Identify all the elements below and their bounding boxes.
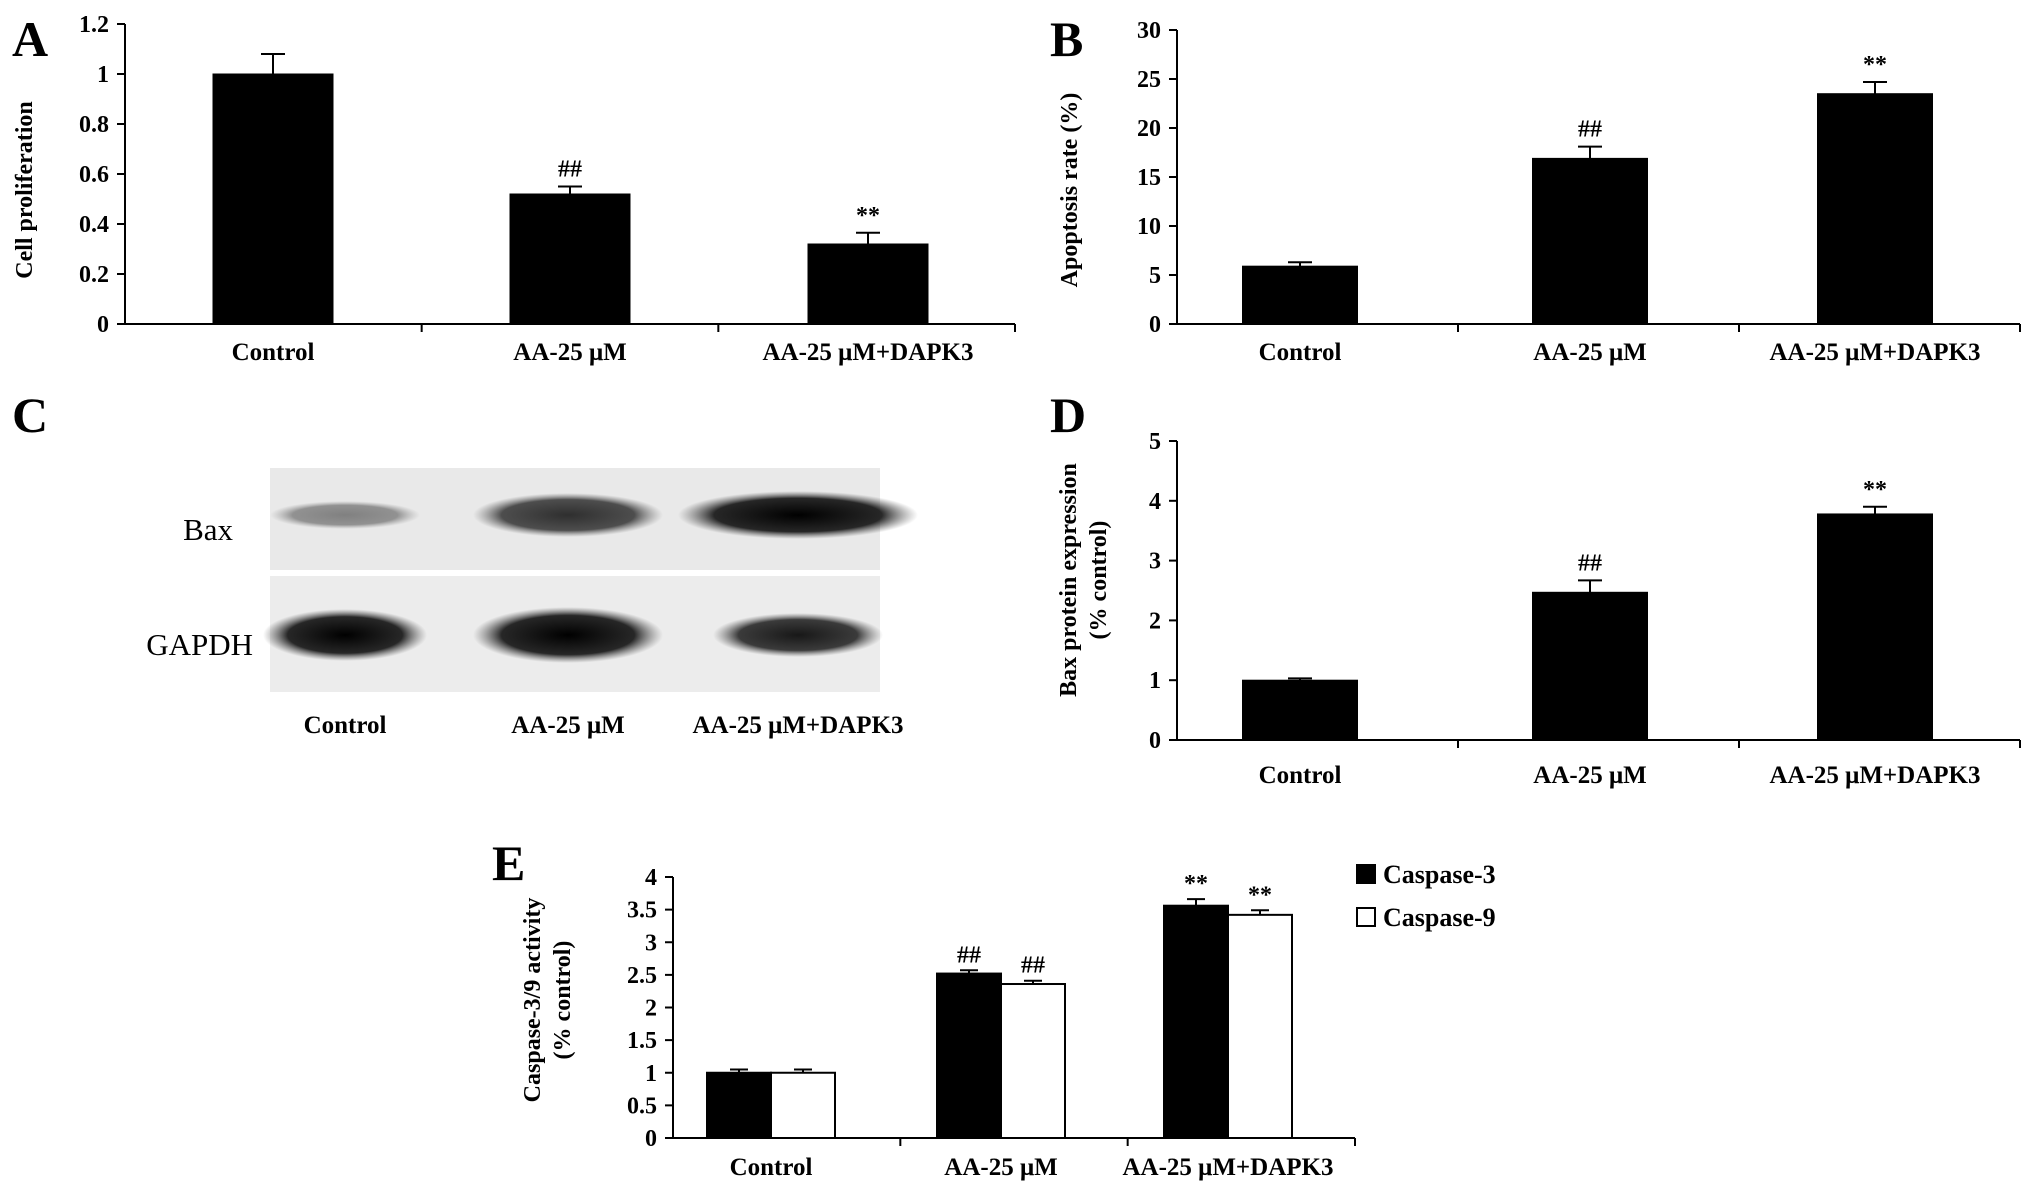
y-tick-label: 4 bbox=[645, 865, 657, 891]
significance-label: ## bbox=[1021, 953, 1045, 979]
y-tick-label: 1 bbox=[645, 1061, 657, 1087]
bar bbox=[1532, 157, 1648, 325]
legend-label: Caspase-3 bbox=[1383, 860, 1496, 889]
bar-caspase-3 bbox=[1163, 904, 1229, 1140]
y-axis-label-line-2: (% control) bbox=[1086, 521, 1112, 640]
bar bbox=[212, 73, 334, 325]
bar bbox=[1532, 591, 1648, 741]
x-tick-label: AA-25 μM+DAPK3 bbox=[1769, 339, 1980, 366]
y-tick-label: 1 bbox=[1149, 668, 1161, 694]
blot-lane-label-control: Control bbox=[304, 712, 387, 739]
blot-row-label-gapdh: GAPDH bbox=[146, 627, 253, 662]
y-tick-label: 5 bbox=[1149, 429, 1161, 455]
bar-caspase-9 bbox=[1227, 913, 1293, 1139]
blot-band-gapdh bbox=[473, 607, 663, 663]
y-tick-label: 0 bbox=[1149, 728, 1161, 754]
panel-letter-e: E bbox=[492, 835, 525, 891]
significance-label: ## bbox=[1578, 117, 1602, 143]
panel-b-chart: B Apoptosis rate (%) 0 5 10 15 20 25 30 Control… bbox=[1050, 11, 2021, 366]
panel-letter-a: A bbox=[12, 11, 48, 67]
blot-band-bax bbox=[270, 501, 420, 529]
panel-letter-d: D bbox=[1050, 387, 1086, 443]
blot-band-bax bbox=[678, 491, 918, 539]
y-axis-label: Cell proliferation bbox=[12, 101, 38, 279]
panel-c-western-blot: C Bax GAPDH Control AA-25 μM AA-25 μM+DA… bbox=[12, 387, 918, 739]
bar-caspase-9 bbox=[770, 1071, 836, 1139]
y-tick-label: 10 bbox=[1137, 214, 1161, 240]
x-tick-label: AA-25 μM bbox=[1533, 339, 1646, 366]
bar-caspase-3 bbox=[706, 1071, 772, 1139]
significance-label: ## bbox=[558, 157, 582, 183]
legend-swatch bbox=[1356, 864, 1376, 884]
significance-label: ** bbox=[1184, 871, 1208, 897]
x-tick-label: AA-25 μM bbox=[944, 1154, 1057, 1181]
panel-d-chart: D Bax protein expression (% control) 0 1 2… bbox=[1050, 387, 2021, 789]
x-tick-label: Control bbox=[1259, 339, 1342, 366]
x-tick-label: Control bbox=[232, 339, 315, 366]
bar bbox=[1242, 679, 1358, 741]
y-tick-label: 1 bbox=[97, 62, 109, 88]
y-tick-label: 2 bbox=[645, 996, 657, 1022]
bar bbox=[807, 243, 929, 325]
y-tick-label: 3.5 bbox=[627, 898, 657, 924]
panel-a-chart: A Cell proliferation 0 0.2 0.4 0.6 0.8 1 1.2 Co… bbox=[12, 11, 1016, 366]
y-tick-label: 0.5 bbox=[627, 1093, 657, 1119]
x-tick-label: AA-25 μM+DAPK3 bbox=[1122, 1154, 1333, 1181]
y-axis-label: Apoptosis rate (%) bbox=[1057, 93, 1083, 288]
blot-lane-label-aa25-dapk3: AA-25 μM+DAPK3 bbox=[692, 712, 903, 739]
significance-label: ** bbox=[1863, 477, 1887, 503]
x-tick-label: AA-25 μM+DAPK3 bbox=[762, 339, 973, 366]
blot-row-label-bax: Bax bbox=[183, 512, 233, 547]
y-tick-label: 25 bbox=[1137, 67, 1161, 93]
bar-caspase-3 bbox=[936, 972, 1002, 1139]
y-axis-label-line-1: Caspase-3/9 activity bbox=[520, 898, 546, 1103]
y-tick-label: 0.6 bbox=[79, 162, 109, 188]
x-tick-label: AA-25 μM+DAPK3 bbox=[1769, 762, 1980, 789]
y-tick-label: 5 bbox=[1149, 263, 1161, 289]
y-tick-label: 2 bbox=[1149, 608, 1161, 634]
panel-e-chart: E Caspase-3/9 activity (% control) Caspa… bbox=[492, 835, 1496, 1181]
significance-label: ** bbox=[1863, 52, 1887, 78]
significance-label: ## bbox=[957, 942, 981, 968]
y-tick-label: 0.4 bbox=[79, 212, 109, 238]
significance-label: ** bbox=[856, 203, 880, 229]
blot-band-bax bbox=[473, 493, 663, 537]
y-tick-label: 2.5 bbox=[627, 963, 657, 989]
y-tick-label: 3 bbox=[1149, 549, 1161, 575]
bar bbox=[1817, 513, 1933, 741]
y-tick-label: 0.2 bbox=[79, 262, 109, 288]
y-tick-label: 4 bbox=[1149, 489, 1161, 515]
y-tick-label: 30 bbox=[1137, 18, 1161, 44]
y-tick-label: 1.2 bbox=[79, 12, 109, 38]
y-tick-label: 0 bbox=[645, 1126, 657, 1152]
y-tick-label: 0.8 bbox=[79, 112, 109, 138]
y-tick-label: 15 bbox=[1137, 165, 1161, 191]
bar-caspase-9 bbox=[1000, 983, 1066, 1140]
significance-label: ## bbox=[1578, 550, 1602, 576]
y-tick-label: 20 bbox=[1137, 116, 1161, 142]
y-axis-label-line-2: (% control) bbox=[550, 941, 576, 1060]
blot-lane-label-aa25: AA-25 μM bbox=[511, 712, 624, 739]
bar bbox=[1242, 265, 1358, 325]
y-tick-label: 3 bbox=[645, 930, 657, 956]
blot-band-gapdh bbox=[713, 613, 883, 657]
bar bbox=[509, 193, 631, 325]
y-tick-label: 0 bbox=[97, 312, 109, 338]
y-tick-label: 1.5 bbox=[627, 1028, 657, 1054]
panel-letter-b: B bbox=[1050, 11, 1083, 67]
x-tick-label: AA-25 μM bbox=[1533, 762, 1646, 789]
x-tick-label: Control bbox=[730, 1154, 813, 1181]
legend-swatch bbox=[1356, 907, 1376, 927]
x-tick-label: Control bbox=[1259, 762, 1342, 789]
blot-band-gapdh bbox=[263, 609, 427, 661]
x-tick-label: AA-25 μM bbox=[513, 339, 626, 366]
significance-label: ** bbox=[1248, 882, 1272, 908]
y-axis-label-line-1: Bax protein expression bbox=[1056, 463, 1082, 697]
bar bbox=[1817, 93, 1933, 325]
legend-label: Caspase-9 bbox=[1383, 903, 1496, 932]
y-tick-label: 0 bbox=[1149, 312, 1161, 338]
panel-letter-c: C bbox=[12, 387, 48, 443]
legend: Caspase-3 Caspase-9 bbox=[1356, 860, 1496, 932]
